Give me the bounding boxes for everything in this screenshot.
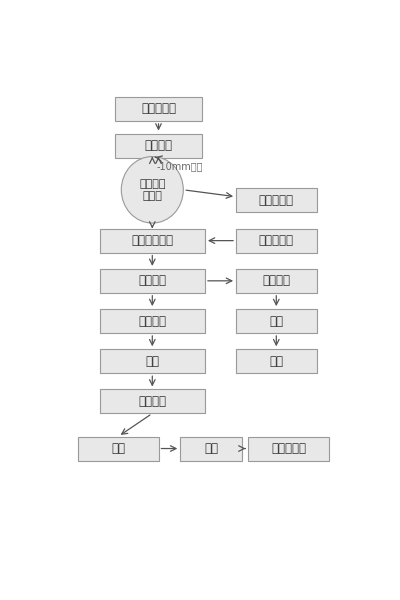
Text: 分离: 分离 xyxy=(269,314,283,328)
Text: 浮选捕收剂: 浮选捕收剂 xyxy=(259,234,294,247)
FancyBboxPatch shape xyxy=(100,269,205,293)
Text: 干燥: 干燥 xyxy=(204,442,218,455)
FancyBboxPatch shape xyxy=(236,349,317,373)
Text: 尾盐矿浆: 尾盐矿浆 xyxy=(262,274,290,287)
FancyBboxPatch shape xyxy=(180,437,242,461)
Text: 分离: 分离 xyxy=(145,355,159,368)
FancyBboxPatch shape xyxy=(236,309,317,333)
Text: 再浆洗涤: 再浆洗涤 xyxy=(138,395,166,408)
Text: 尾盐: 尾盐 xyxy=(269,355,283,368)
FancyBboxPatch shape xyxy=(78,437,158,461)
Text: 管流混合矿化: 管流混合矿化 xyxy=(131,234,173,247)
FancyBboxPatch shape xyxy=(236,269,317,293)
FancyBboxPatch shape xyxy=(100,389,205,413)
FancyBboxPatch shape xyxy=(115,134,202,158)
Ellipse shape xyxy=(121,157,183,223)
Text: 柱式浮选: 柱式浮选 xyxy=(138,274,166,287)
FancyBboxPatch shape xyxy=(100,309,205,333)
FancyBboxPatch shape xyxy=(236,188,317,212)
FancyBboxPatch shape xyxy=(100,349,205,373)
FancyBboxPatch shape xyxy=(100,229,205,253)
FancyBboxPatch shape xyxy=(115,97,202,121)
Text: 初级破碎: 初级破碎 xyxy=(144,139,172,152)
FancyBboxPatch shape xyxy=(236,229,317,253)
Text: 粗钾泡沫: 粗钾泡沫 xyxy=(138,314,166,328)
FancyBboxPatch shape xyxy=(248,437,329,461)
Text: 旋转分解
及分级: 旋转分解 及分级 xyxy=(139,179,166,200)
Text: 分离: 分离 xyxy=(111,442,125,455)
Text: 粗颗粒尾盐: 粗颗粒尾盐 xyxy=(259,194,294,207)
Text: 固体钾盐矿: 固体钾盐矿 xyxy=(141,103,176,115)
Text: 氯化钾产品: 氯化钾产品 xyxy=(271,442,306,455)
Text: -10mm粒级: -10mm粒级 xyxy=(157,161,204,171)
